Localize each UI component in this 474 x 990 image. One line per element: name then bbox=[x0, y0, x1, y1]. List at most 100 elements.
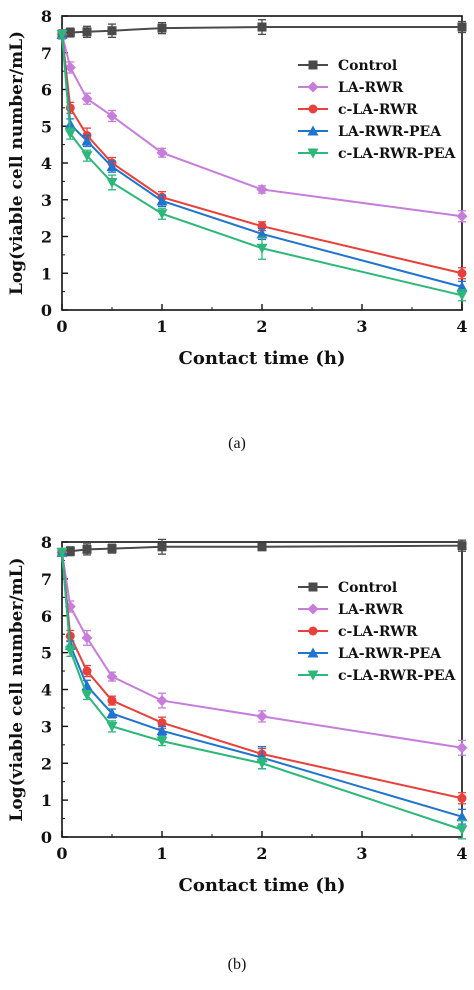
data-point bbox=[156, 736, 168, 747]
series-line bbox=[61, 552, 463, 818]
data-point bbox=[107, 544, 117, 554]
x-tick-label: 1 bbox=[156, 844, 167, 863]
data-point bbox=[64, 646, 76, 657]
data-point bbox=[157, 718, 167, 728]
legend-marker bbox=[307, 148, 319, 159]
x-tick-label: 4 bbox=[456, 317, 467, 336]
data-point bbox=[81, 151, 93, 162]
data-point bbox=[106, 161, 118, 172]
legend-marker bbox=[308, 626, 318, 636]
y-tick-label: 5 bbox=[41, 117, 52, 136]
data-point bbox=[456, 811, 468, 822]
data-point bbox=[56, 29, 68, 40]
chart-panel-b: 0 1 2 3 4 5 6 7 8 0 1 2 3 4 Contact time (h) Log(viable… bbox=[0, 523, 474, 985]
plot-frame bbox=[61, 541, 463, 838]
y-tick-label: 5 bbox=[41, 644, 52, 663]
chart-panel-a: 0 1 2 3 4 5 6 7 8 0 1 2 3 4 Contact time (h) Log(viable… bbox=[0, 0, 474, 470]
legend-label: Control bbox=[338, 580, 397, 596]
x-tick-label: 3 bbox=[356, 317, 367, 336]
y-tick-label: 3 bbox=[41, 191, 52, 210]
x-tick-label: 0 bbox=[56, 317, 67, 336]
x-tick-label: 3 bbox=[356, 844, 367, 863]
data-point bbox=[156, 695, 168, 707]
y-tick-label: 7 bbox=[41, 44, 52, 63]
data-point bbox=[156, 209, 168, 220]
series-c-la-rwr-pea bbox=[56, 547, 468, 840]
series-line bbox=[61, 552, 463, 831]
data-point bbox=[64, 129, 76, 140]
y-tick-label: 0 bbox=[41, 301, 52, 320]
y-tick-label: 3 bbox=[41, 717, 52, 736]
x-axis-label: Contact time (h) bbox=[179, 875, 346, 896]
data-point bbox=[157, 23, 167, 33]
legend-label: c-LA-RWR-PEA bbox=[338, 668, 457, 684]
legend-label: LA-RWR-PEA bbox=[338, 124, 442, 140]
series-la-rwr bbox=[56, 546, 468, 756]
data-point bbox=[457, 268, 467, 278]
legend-marker bbox=[308, 104, 318, 114]
data-point bbox=[82, 666, 92, 676]
legend-label: c-LA-RWR bbox=[338, 624, 418, 640]
data-point bbox=[82, 544, 92, 554]
x-axis-label: Contact time (h) bbox=[179, 348, 346, 369]
chart-b: 0 1 2 3 4 5 6 7 8 0 1 2 3 4 Contact time (h) Log(viable… bbox=[7, 523, 468, 896]
y-tick-label: 1 bbox=[41, 264, 52, 283]
data-point bbox=[81, 690, 93, 701]
x-tick-label: 4 bbox=[456, 844, 467, 863]
legend: Control LA-RWR c-LA-RWR LA-RWR-PEA c-LA-RWR-… bbox=[298, 58, 457, 162]
data-point bbox=[156, 147, 168, 159]
data-point bbox=[106, 177, 118, 188]
caption-b: (b) bbox=[227, 956, 247, 973]
plot-frame bbox=[61, 15, 463, 311]
data-point bbox=[107, 26, 117, 36]
legend-marker bbox=[307, 603, 319, 615]
y-tick-label: 4 bbox=[41, 681, 52, 700]
legend-label: LA-RWR bbox=[338, 80, 404, 96]
data-point bbox=[256, 758, 268, 769]
data-point bbox=[456, 825, 468, 836]
legend-label: LA-RWR-PEA bbox=[338, 646, 442, 662]
legend-label: c-LA-RWR bbox=[338, 102, 418, 118]
data-point bbox=[107, 696, 117, 706]
x-tick-label: 2 bbox=[256, 317, 267, 336]
data-point bbox=[81, 135, 93, 146]
x-tick-label: 2 bbox=[256, 844, 267, 863]
legend-marker bbox=[307, 81, 319, 93]
y-tick-label: 2 bbox=[41, 754, 52, 773]
data-point bbox=[457, 541, 467, 551]
legend-marker bbox=[307, 125, 319, 136]
y-tick-label: 7 bbox=[41, 570, 52, 589]
y-tick-label: 6 bbox=[41, 607, 52, 626]
data-point bbox=[82, 27, 92, 37]
legend: Control LA-RWR c-LA-RWR LA-RWR-PEA c-LA-RWR-… bbox=[298, 580, 457, 684]
x-tick-label: 0 bbox=[56, 844, 67, 863]
y-tick-label: 1 bbox=[41, 791, 52, 810]
y-tick-label: 4 bbox=[41, 154, 52, 173]
data-point bbox=[106, 721, 118, 732]
data-point bbox=[456, 210, 468, 222]
data-point bbox=[457, 22, 467, 32]
data-point bbox=[256, 710, 268, 722]
data-point bbox=[256, 228, 268, 239]
y-tick-label: 6 bbox=[41, 81, 52, 100]
data-point bbox=[256, 243, 268, 254]
data-point bbox=[65, 28, 75, 38]
data-point bbox=[106, 110, 118, 122]
data-point bbox=[456, 742, 468, 754]
legend-label: Control bbox=[338, 58, 397, 74]
data-point bbox=[156, 195, 168, 206]
series-control bbox=[57, 19, 467, 40]
legend-marker bbox=[307, 670, 319, 681]
y-tick-label: 0 bbox=[41, 828, 52, 847]
data-point bbox=[106, 707, 118, 718]
chart-a: 0 1 2 3 4 5 6 7 8 0 1 2 3 4 Contact time (h) Log(viable… bbox=[7, 7, 468, 369]
y-tick-label: 8 bbox=[41, 7, 52, 26]
y-tick-label: 8 bbox=[41, 533, 52, 552]
data-point bbox=[81, 632, 93, 644]
series-c-la-rwr-pea bbox=[56, 29, 468, 302]
y-axis-label: Log(viable cell number/mL) bbox=[7, 31, 27, 295]
data-point bbox=[256, 183, 268, 195]
data-point bbox=[457, 793, 467, 803]
data-point bbox=[106, 671, 118, 683]
data-point bbox=[156, 725, 168, 736]
